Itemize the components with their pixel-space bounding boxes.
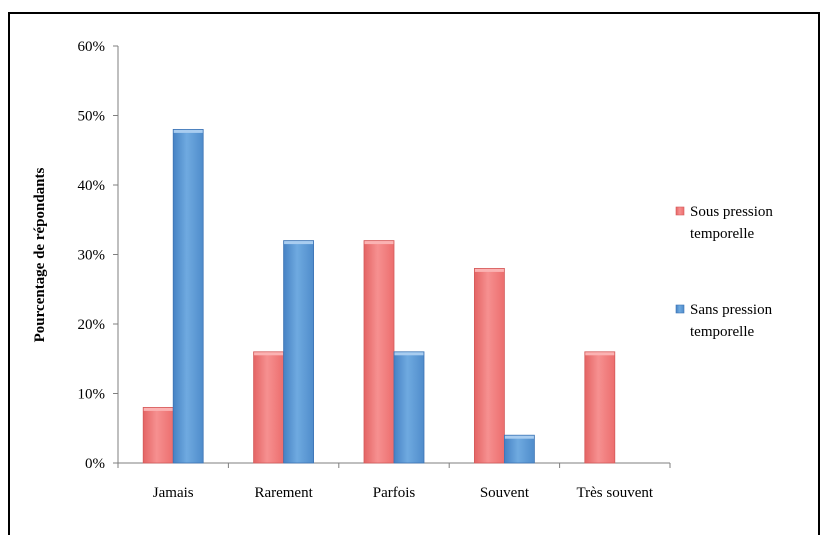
bar-cap — [173, 129, 203, 133]
bar-body — [584, 351, 616, 464]
legend-label: temporelle — [690, 324, 754, 340]
bar-cap — [504, 435, 534, 439]
y-tick-label: 20% — [78, 317, 106, 333]
bar-body — [503, 434, 535, 464]
bar-cap — [474, 268, 504, 272]
chart-frame — [8, 12, 820, 535]
bar-cap — [364, 241, 394, 245]
bar — [393, 351, 425, 464]
bar — [363, 240, 395, 464]
bar — [253, 351, 285, 464]
legend-swatch — [675, 206, 685, 216]
bar — [584, 351, 616, 464]
bar-body — [473, 267, 505, 464]
bar-cap — [394, 352, 424, 356]
bar-body — [142, 406, 174, 464]
y-axis: 0% 10% 20% 30% 40% 50% 60% — [78, 39, 119, 472]
legend-label: Sous pression — [690, 204, 773, 220]
bar-body — [172, 128, 204, 464]
y-tick-label: 30% — [78, 248, 106, 264]
bar-cap — [284, 241, 314, 245]
y-tick-label: 50% — [78, 109, 106, 125]
x-tick-label: Rarement — [254, 485, 313, 501]
legend: Sous pression temporelle Sans pression temp… — [675, 204, 773, 340]
y-tick-label: 40% — [78, 178, 106, 194]
x-tick-label: Parfois — [373, 485, 416, 501]
bar-body — [253, 351, 285, 464]
bar-cap — [254, 352, 284, 356]
y-tick-label: 10% — [78, 387, 106, 403]
bar-body — [363, 240, 395, 464]
bar — [172, 128, 204, 464]
bar-cap — [585, 352, 615, 356]
y-tick-label: 0% — [85, 456, 105, 472]
bar — [283, 240, 315, 464]
bars — [142, 128, 616, 464]
bar — [473, 267, 505, 464]
bar — [503, 434, 535, 464]
bar-body — [283, 240, 315, 464]
legend-item: Sans pression temporelle — [675, 302, 773, 340]
x-tick-label: Très souvent — [577, 485, 654, 501]
legend-label: temporelle — [690, 226, 754, 242]
y-axis-title: Pourcentage de répondants — [32, 167, 48, 342]
legend-label: Sans pression — [690, 302, 773, 318]
bar-body — [393, 351, 425, 464]
y-tick-label: 60% — [78, 39, 106, 55]
legend-item: Sous pression temporelle — [675, 204, 773, 242]
x-tick-label: Souvent — [480, 485, 530, 501]
bar — [142, 406, 174, 464]
x-axis: Jamais Rarement Parfois Souvent Très souvent — [117, 462, 671, 501]
bar-cap — [143, 407, 173, 411]
legend-swatch — [675, 304, 685, 314]
x-tick-label: Jamais — [153, 485, 194, 501]
